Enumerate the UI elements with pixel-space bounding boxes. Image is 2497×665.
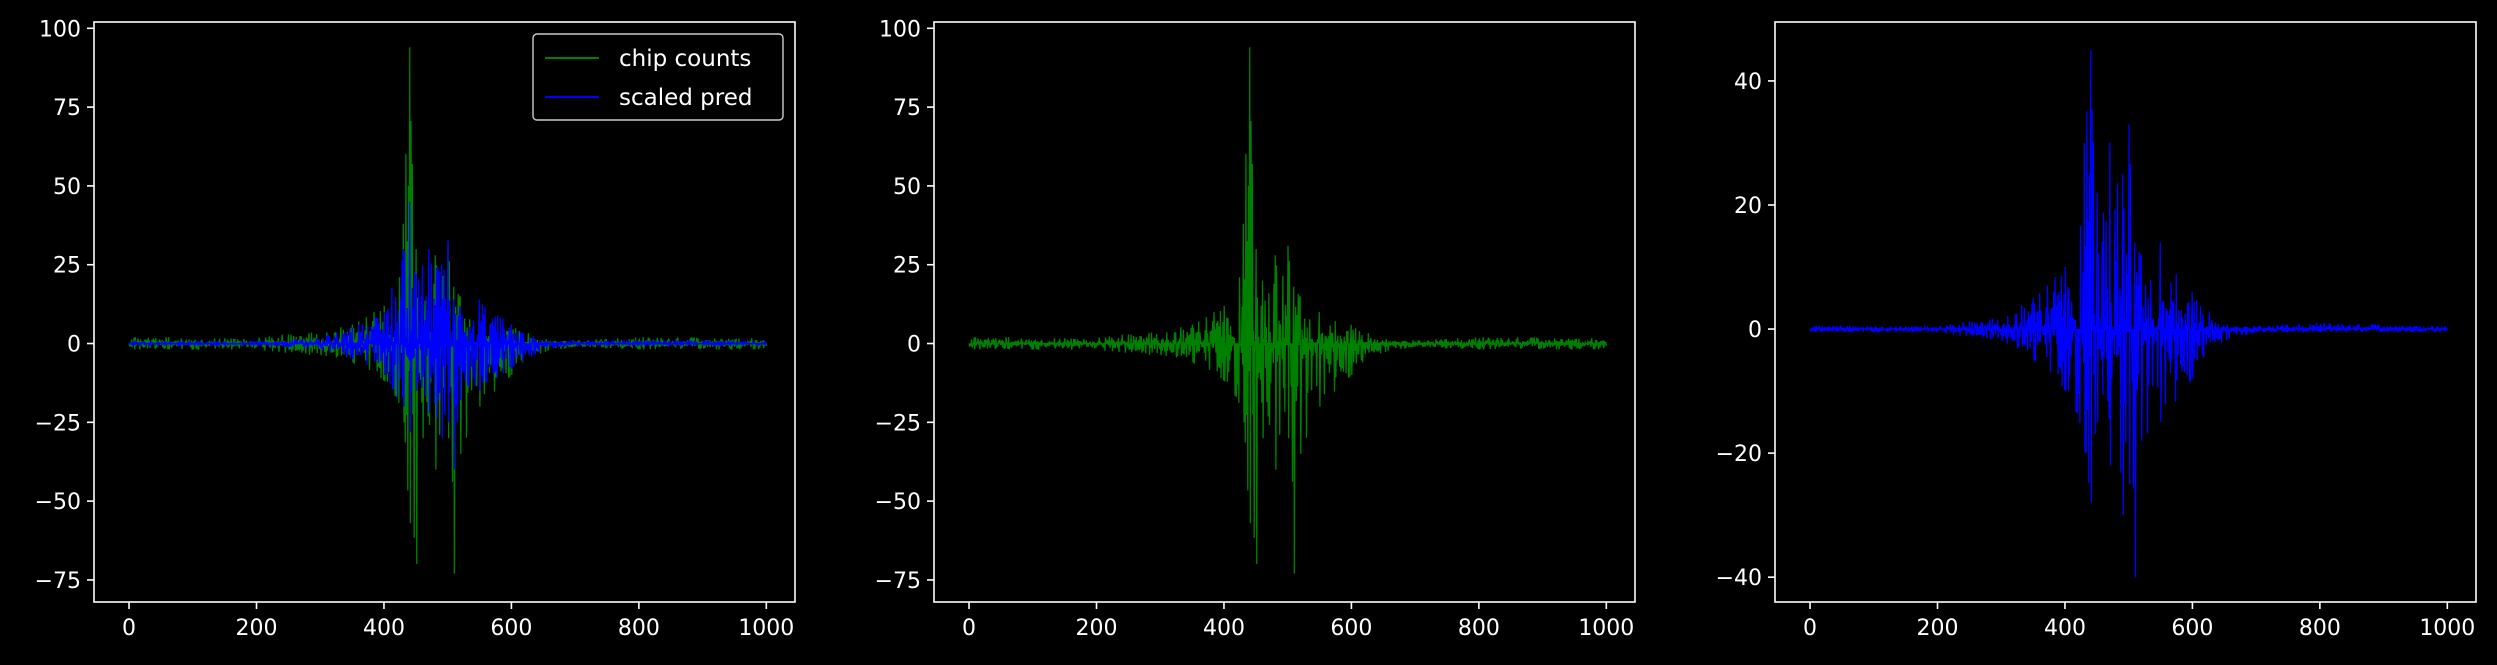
y-tick-label: −20: [1716, 442, 1762, 467]
x-tick-label: 400: [1203, 616, 1245, 641]
y-tick-label: 75: [893, 96, 921, 121]
x-tick-label: 1000: [2419, 616, 2475, 641]
y-tick-label: −75: [875, 569, 921, 594]
y-tick-label: 100: [879, 17, 921, 42]
series-line-scaled-pred: [128, 201, 767, 470]
y-tick-label: −50: [875, 490, 921, 515]
x-tick-label: 800: [1458, 616, 1500, 641]
x-tick-label: 0: [122, 616, 136, 641]
chart-panel-3: 0 200 400 600 800 1000 −40 −20 0 20 40: [1716, 21, 2477, 641]
x-tick-label: 400: [363, 616, 405, 641]
chart-panel-2: 0 200 400 600 800 1000 −75 −50 −25 0 25 50 75 100: [875, 17, 1636, 641]
y-tick-label: 75: [53, 96, 81, 121]
x-tick-label: 600: [1330, 616, 1372, 641]
axes-frame: [933, 21, 1636, 603]
axes-frame: [1774, 21, 2477, 603]
x-tick-label: 200: [1917, 616, 1959, 641]
x-tick-label: 0: [962, 616, 976, 641]
legend-label: scaled pred: [619, 85, 752, 111]
y-tick-label: 40: [1734, 70, 1762, 95]
y-tick-label: −50: [35, 490, 81, 515]
x-tick-label: 400: [2044, 616, 2086, 641]
y-tick-label: 20: [1734, 194, 1762, 219]
legend-label: chip counts: [619, 46, 751, 72]
series-line-scaled-pred: [1809, 49, 2448, 578]
x-tick-label: 800: [2299, 616, 2341, 641]
y-tick-label: 0: [907, 333, 921, 358]
y-tick-label: 25: [893, 254, 921, 279]
x-tick-label: 600: [2171, 616, 2213, 641]
axes-frame: [93, 21, 796, 603]
y-tick-label: 0: [67, 333, 81, 358]
x-tick-label: 1000: [1578, 616, 1634, 641]
x-tick-label: 800: [618, 616, 660, 641]
legend-box: [532, 33, 784, 121]
y-tick-label: 0: [1748, 318, 1762, 343]
y-tick-label: 50: [53, 175, 81, 200]
x-tick-label: 200: [1076, 616, 1118, 641]
legend: chip counts scaled pred: [532, 33, 784, 121]
x-tick-label: 0: [1803, 616, 1817, 641]
y-tick-label: −25: [35, 411, 81, 436]
y-tick-label: −75: [35, 569, 81, 594]
x-tick-label: 200: [236, 616, 278, 641]
y-tick-label: −25: [875, 411, 921, 436]
x-tick-label: 600: [490, 616, 532, 641]
y-tick-label: 25: [53, 254, 81, 279]
y-tick-label: 100: [39, 17, 81, 42]
chart-panel-1: 0 200 400 600 800 1000 −75 −50 −25 0 25 50 75 100 chip…: [35, 17, 796, 641]
y-tick-label: −40: [1716, 566, 1762, 591]
x-tick-label: 1000: [738, 616, 794, 641]
y-tick-label: 50: [893, 175, 921, 200]
series-line-chip-counts: [968, 47, 1607, 574]
